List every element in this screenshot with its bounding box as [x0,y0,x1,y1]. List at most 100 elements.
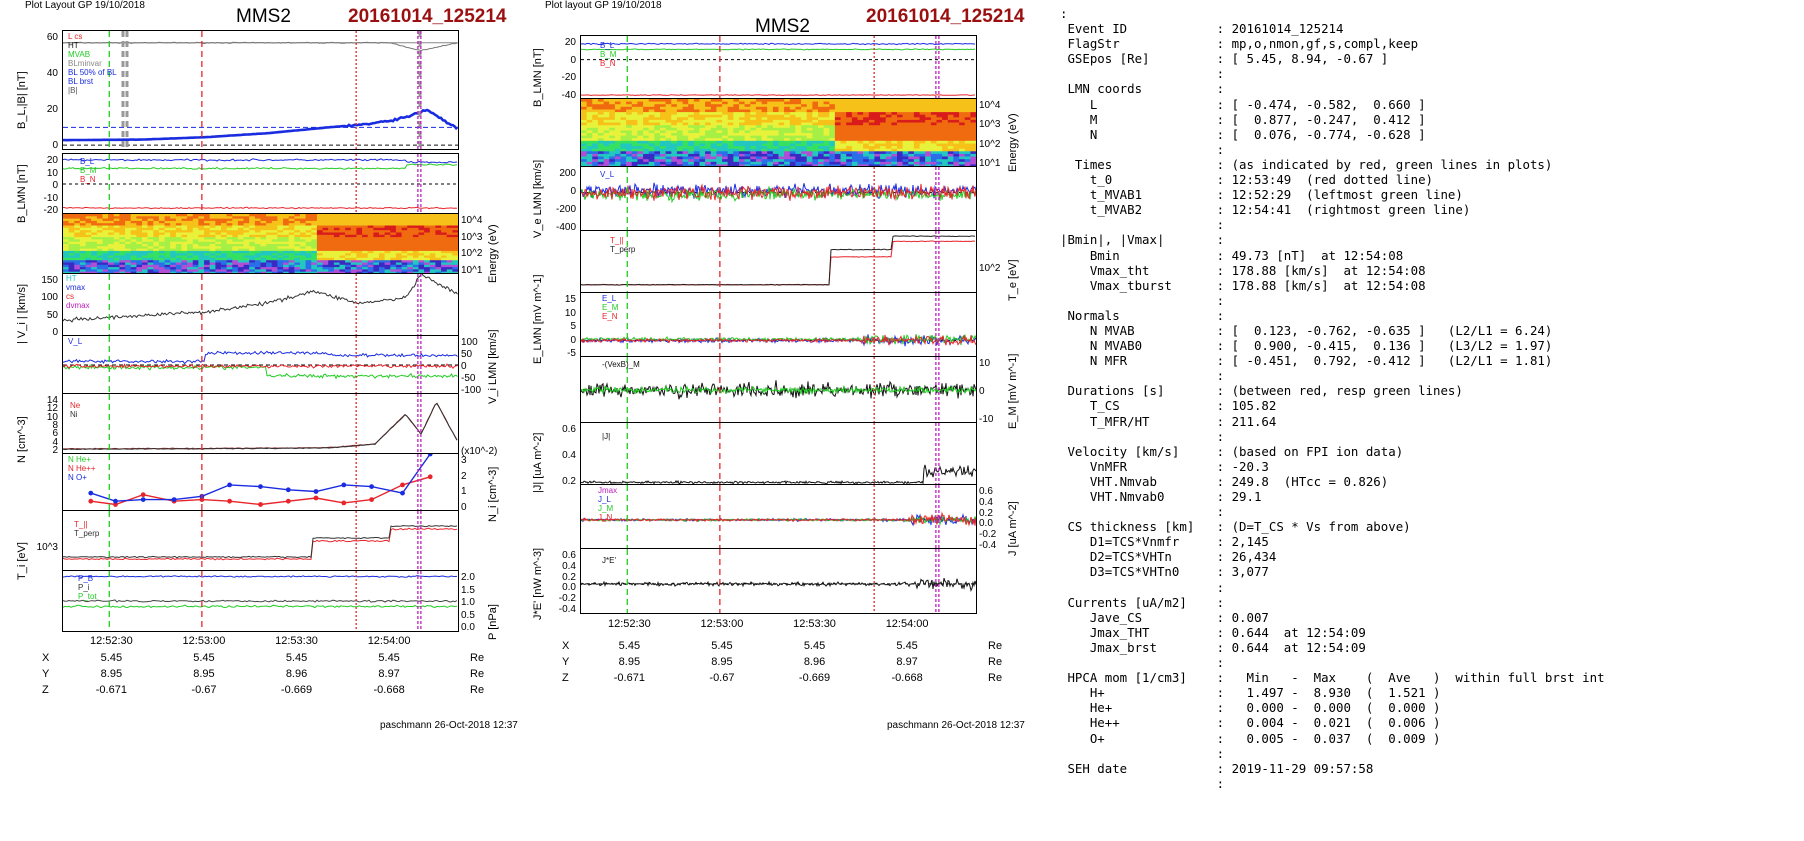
left-panel-n-ytick: 14 [46,395,58,406]
vexb-trace [581,384,976,395]
left-panel-blmn-ytick: -10 [43,192,58,204]
right-je-legend-item: J*E' [602,556,616,565]
right-panel-te-svg [581,231,976,293]
right-event-id: 20161014_125214 [866,6,1025,27]
left-panel-b [62,30,459,150]
right-e-legend-item: E_N [602,312,618,321]
right-panel-je-ylabel: J*E' [nW m^-3] [532,547,544,620]
summary-line: Vmax_tburst : 178.88 [km/s] at 12:54:08 [1060,277,1426,293]
left-pos-value: 5.45 [100,652,123,664]
right-panel-blmn-ytick: -20 [561,72,576,84]
summary-line: H+ : 1.497 - 8.930 ( 1.521 ) [1060,685,1441,701]
e-n [581,334,976,346]
left-panel-blmn-ytick: 10 [46,167,58,179]
right-jlmn-legend-item: J_N [598,513,613,522]
right-pos-unit: Re [988,640,1003,652]
left-panel-vi-svg [63,274,458,336]
right-panel-em-ytick: 0 [979,386,985,397]
left-panel-b-ytick: 60 [46,32,58,43]
left-panel-vilmn-ytick: -100 [461,385,482,396]
right-panel-je-ytick: 0.2 [562,571,576,583]
left-time-tick: 12:53:00 [182,635,226,647]
right-panel-jlmn-ytick: 0.0 [979,518,993,530]
summary-line: O+ : 0.005 - 0.037 ( 0.009 ) [1060,730,1441,746]
summary-line: He+ : 0.000 - 0.000 ( 0.000 ) [1060,700,1441,716]
left-ti-legend-item: T_|| [74,520,88,529]
summary-line: : [1060,368,1225,384]
left-panel-ti-svg [63,511,458,571]
r-bn [581,94,976,97]
left-pos-value: 8.95 [100,668,123,680]
summary-line: : [1060,655,1225,671]
ni-point [88,498,94,504]
left-panel-vi-ytick: 150 [41,275,58,286]
ve-n [581,183,976,202]
left-panel-p-ytick: 1.5 [461,584,475,596]
left-panel-n-svg [63,394,458,454]
he-pp-series [88,474,433,507]
summary-line: VnMFR : -20.3 [1060,458,1269,474]
summary-line: D3=TCS*VHTn0 : 3,077 [1060,564,1269,580]
right-panel-ve-ytick: 200 [559,168,576,179]
right-panel-blmn-ylabel: B_LMN [nT] [532,47,544,107]
right-panel-e-ytick: 15 [564,294,576,305]
right-panel-jlmn [580,484,977,550]
right-panel-ve-svg [581,167,976,231]
left-pos-value: -0.668 [373,684,405,696]
right-blmn-legend-item: B_L [600,41,615,50]
left-p-legend-item: P_i [78,583,90,592]
right-jlmn-legend-item: J_L [598,495,611,504]
summary-line: VHT.Nmvab : 249.8 (HTcc = 0.826) [1060,473,1389,489]
summary-line: Times : (as indicated by red, green line… [1060,156,1553,172]
right-panel-em-ylabel: E_M [mV m^-1] [1007,353,1019,429]
right-panel-blmn-svg [581,36,976,99]
summary-line: Bmin : 49.73 [nT] at 12:54:08 [1060,247,1404,263]
summary-line: : [1060,141,1225,157]
left-pos-value: 8.96 [285,668,308,680]
left-pos-value: 5.45 [378,652,400,664]
left-ni-legend-item: N O+ [68,473,87,482]
left-panel-ei-ytick: 10^1 [461,265,483,276]
left-panel-n-ytick: 6 [52,428,58,440]
left-pos-value: 8.97 [378,668,400,680]
summary-line: GSEpos [Re] : [ 5.45, 8.94, -0.67 ] [1060,51,1389,67]
summary-line: Velocity [km/s] : (based on FPI ion data… [1060,443,1404,459]
left-vi-legend-item: dvmax [66,301,90,310]
right-pos-unit: Re [988,672,1003,684]
right-panel-jlmn-svg [581,485,976,549]
left-p-legend-item: P_B [78,574,94,583]
summary-line: : [1060,504,1225,520]
right-panel-je-ytick: -0.4 [558,604,576,615]
summary-line: Normals : [1060,307,1225,323]
jn [581,511,976,527]
bn-trace [63,206,458,210]
je-trace [581,577,976,592]
right-panel-ve-ytick: 0 [570,186,576,197]
left-vilmn-legend-item: V_L [68,337,83,346]
left-pos-value: -0.67 [191,684,217,696]
left-panel-ei-ytick: 10^3 [461,231,483,243]
ni-line [63,402,458,451]
summary-line: t_MVAB1 : 12:52:29 (leftmost green line) [1060,187,1463,203]
summary-line: N : [ 0.076, -0.774, -0.628 ] [1060,126,1426,142]
summary-line: : [1060,745,1225,761]
right-panel-j-ytick: 0.4 [562,450,576,461]
left-footer: paschmann 26-Oct-2018 12:37 [380,720,518,731]
pi-line [63,599,458,603]
r-bm [581,48,976,51]
right-panel-em [580,356,977,424]
left-panel-ni-ytick: 1 [461,486,467,498]
right-plot-header: Plot layout GP 19/10/2018 [545,0,662,11]
right-pos-value: -0.67 [709,672,735,684]
right-panel-j [580,422,977,486]
right-panel-jlmn-ytick: 0.4 [979,496,993,508]
left-panel-n [62,393,459,455]
right-panel-ve [580,166,977,232]
right-jlmn-legend-item: Jmax [598,486,618,495]
ion-spectrogram [63,214,458,274]
left-b-legend-item: HT [68,41,79,50]
summary-line: He++ : 0.004 - 0.021 ( 0.006 ) [1060,715,1441,731]
right-panel-je-ytick: 0.4 [562,560,576,572]
right-panel-je-ytick: -0.2 [558,593,576,605]
right-panel-jlmn-ytick: 0.2 [979,507,993,519]
